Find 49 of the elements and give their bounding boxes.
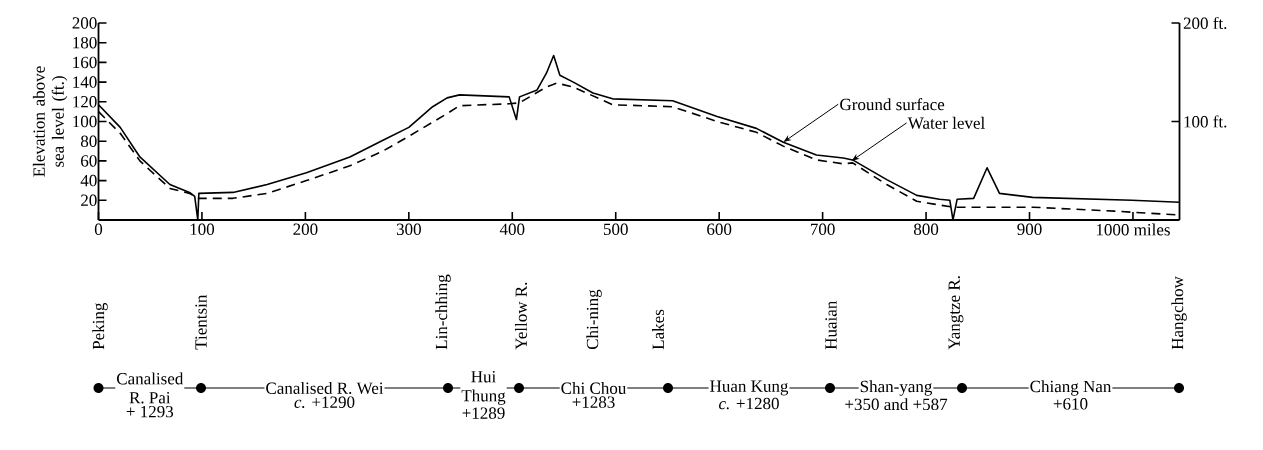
text: +1289 [462, 407, 505, 419]
y-tick-label: 60 [81, 155, 97, 167]
y-tick-label: 20 [81, 194, 97, 207]
text: Chi Chou [561, 382, 627, 394]
text: Canalised R. Pai [116, 372, 184, 404]
x-tick-label: 800 [913, 223, 939, 235]
x-tick-label: 900 [1017, 223, 1042, 235]
annotation: Ground surface [840, 98, 945, 111]
y2-tick-label: 100 ft. [1184, 115, 1227, 128]
y2-tick-label: 200 ft. [1183, 16, 1227, 30]
x-tick-label: 300 [396, 223, 421, 235]
y-tick-label: 40 [80, 174, 97, 187]
y-axis-title: Elevation above sea level (ft.) [32, 66, 68, 177]
y-tick-label: 180 [73, 36, 97, 49]
text: +1283 [572, 396, 615, 408]
text: Peking [92, 302, 108, 350]
text: Hangchow [1171, 276, 1187, 350]
text: c. +1280 [719, 397, 779, 410]
text: Lakes [652, 309, 664, 350]
text: Lin-chhing [435, 274, 451, 350]
x-tick-label: 100 [190, 223, 215, 235]
x-tick-label: 600 [707, 223, 732, 235]
text: Chi-ning [586, 289, 602, 350]
y-tick-label: 200 [72, 17, 97, 29]
x-tick-label: 400 [499, 223, 525, 235]
x-tick-label: 700 [810, 223, 835, 235]
y-tick-label: 140 [73, 76, 97, 88]
text: Huaian [825, 300, 837, 350]
x-tick-label: 1000 miles [1096, 223, 1170, 236]
text: Shan-yang [860, 380, 933, 396]
text: Huan Kung [710, 380, 789, 396]
text: Tientsin [195, 294, 207, 350]
text: Yellow R. [514, 282, 528, 350]
text: Canalised R. Wei [266, 381, 384, 395]
text: c. +1290 [294, 396, 355, 408]
text: Hui Thung [461, 371, 506, 405]
y-tick-label: 80 [80, 135, 97, 147]
text: +610 [1053, 398, 1088, 410]
x-tick-label: 200 [293, 223, 318, 235]
text: +350 and +587 [845, 398, 948, 411]
text: Chiang Nan [1030, 380, 1112, 396]
text: + 1293 [126, 405, 174, 418]
x-tick-label: 500 [603, 223, 628, 235]
y-tick-label: 120 [73, 96, 97, 108]
x-tick-label: 0 [94, 223, 103, 235]
text: Yangtze R. [948, 276, 964, 350]
y-tick-label: 160 [73, 56, 97, 69]
y-tick-label: 100 [73, 115, 97, 128]
annotation: Water level [907, 116, 985, 129]
